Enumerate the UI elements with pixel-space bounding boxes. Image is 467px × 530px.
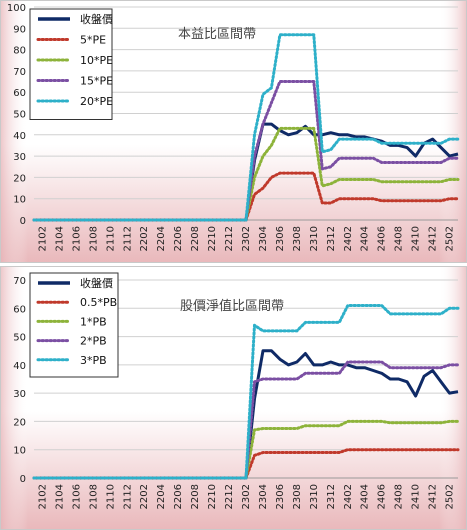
pb-x-tick-label: 2412: [428, 484, 439, 509]
pe-x-tick-label: 2202: [139, 226, 150, 251]
pb-x-tick-label: 2308: [292, 484, 303, 509]
pe-x-tick-label: 2312: [326, 226, 337, 251]
pe-y-tick-label: 100: [7, 3, 26, 14]
pb-y-tick-label: 60: [13, 304, 26, 315]
pe-x-tick-label: 2412: [428, 226, 439, 251]
pe-x-tick-label: 2310: [309, 226, 320, 251]
pb-x-tick-label: 2402: [343, 484, 354, 509]
pb-x-tick-label: 2304: [258, 484, 269, 509]
pe-legend-label-2: 10*PE: [80, 54, 113, 67]
pb-x-tick-label: 2208: [190, 484, 201, 509]
pb-x-tick-label: 2106: [71, 484, 82, 509]
pe-x-tick-label: 2210: [207, 226, 218, 251]
pb-x-tick-label: 2108: [88, 484, 99, 509]
pe-y-tick-label: 30: [13, 152, 26, 163]
pb-x-tick-label: 2408: [394, 484, 405, 509]
pe-x-tick-label: 2408: [394, 226, 405, 251]
pe-x-tick-label: 2212: [224, 226, 235, 251]
pe-x-tick-label: 2404: [360, 226, 371, 251]
pb-x-tick-label: 2202: [139, 484, 150, 509]
pe-legend-label-3: 15*PE: [80, 75, 113, 88]
pb-legend-label-1: 0.5*PB: [80, 296, 117, 309]
pe-legend-label-0: 收盤價: [80, 12, 113, 26]
pe-x-tick-label: 2406: [377, 226, 388, 251]
pe-x-tick-label: 2206: [173, 226, 184, 251]
pe-y-tick-label: 80: [13, 46, 26, 57]
pe-x-tick-label: 2102: [37, 226, 48, 251]
pe-x-tick-label: 2208: [190, 226, 201, 251]
pe-legend-label-4: 20*PE: [80, 95, 113, 108]
pb-x-tick-label: 2104: [54, 484, 65, 509]
pe-series-line-4: [32, 33, 460, 222]
pe-y-tick-label: 90: [13, 24, 26, 35]
pe-chart-title: 本益比區間帶: [178, 27, 256, 42]
pb-legend-label-3: 2*PB: [80, 335, 107, 348]
pe-x-tick-label: 2308: [292, 226, 303, 251]
pb-x-tick-label: 2212: [224, 484, 235, 509]
pb-band-chart: 0 10 20 30 40 50 60 70 2102 2104 2106 2108 2110 2112 2…: [0, 266, 467, 530]
pb-chart-title: 股價淨值比區間帶: [180, 298, 284, 314]
pe-x-tick-label: 2108: [88, 226, 99, 251]
pb-x-tick-label: 2206: [173, 484, 184, 509]
pb-x-tick-label: 2302: [241, 484, 252, 509]
pb-x-tick-label: 2404: [360, 484, 371, 509]
pb-x-tick-label: 2310: [309, 484, 320, 509]
pe-y-tick-label: 10: [13, 195, 26, 206]
pe-y-tick-label: 0: [20, 216, 26, 227]
pb-x-tick-label: 2312: [326, 484, 337, 509]
pe-legend-label-1: 5*PE: [80, 34, 106, 47]
pe-x-tick-label: 2410: [411, 226, 422, 251]
pb-x-tick-label: 2112: [122, 484, 133, 509]
pe-x-tick-label: 2304: [258, 226, 269, 251]
pb-series-line-4: [32, 304, 460, 480]
pb-x-tick-label: 2306: [275, 484, 286, 509]
pe-x-tick-label: 2306: [275, 226, 286, 251]
pe-band-chart: 0 10 20 30 40 50 60 70 80 90 100 2102 2104 2106 2108 21…: [0, 0, 467, 263]
pb-x-tick-label: 2204: [156, 484, 167, 509]
pe-x-tick-label: 2110: [105, 226, 116, 251]
pe-y-tick-label: 50: [13, 110, 26, 121]
pb-y-tick-label: 0: [20, 474, 26, 485]
pe-x-tick-label: 2502: [445, 226, 456, 251]
pb-band-chart-panel: 0 10 20 30 40 50 60 70 2102 2104 2106 2108 2110 2112 2…: [0, 266, 467, 530]
pb-legend-label-2: 1*PB: [80, 315, 107, 328]
pe-y-tick-label: 40: [13, 131, 26, 142]
pb-y-tick-label: 10: [13, 446, 26, 457]
pe-x-tick-label: 2204: [156, 226, 167, 251]
pb-y-tick-label: 20: [13, 417, 26, 428]
pb-y-tick-label: 70: [13, 276, 26, 287]
pb-x-tick-label: 2410: [411, 484, 422, 509]
pb-legend-label-0: 收盤價: [80, 276, 113, 290]
pb-y-tick-label: 40: [13, 361, 26, 372]
pb-y-tick-label: 50: [13, 333, 26, 344]
pe-x-tick-label: 2106: [71, 226, 82, 251]
pb-x-tick-label: 2210: [207, 484, 218, 509]
pe-y-tick-label: 60: [13, 88, 26, 99]
pb-x-tick-label: 2406: [377, 484, 388, 509]
pb-x-tick-label: 2102: [37, 484, 48, 509]
pe-x-tick-label: 2302: [241, 226, 252, 251]
pe-y-tick-label: 70: [13, 67, 26, 78]
pe-x-tick-label: 2112: [122, 226, 133, 251]
pb-x-tick-label: 2110: [105, 484, 116, 509]
pe-band-chart-panel: 0 10 20 30 40 50 60 70 80 90 100 2102 2104 2106 2108 21…: [0, 0, 467, 263]
pe-x-tick-label: 2402: [343, 226, 354, 251]
pe-x-tick-label: 2104: [54, 226, 65, 251]
pb-x-tick-label: 2502: [445, 484, 456, 509]
pb-legend-label-4: 3*PB: [80, 354, 107, 367]
pb-y-tick-label: 30: [13, 389, 26, 400]
pe-y-tick-label: 20: [13, 173, 26, 184]
